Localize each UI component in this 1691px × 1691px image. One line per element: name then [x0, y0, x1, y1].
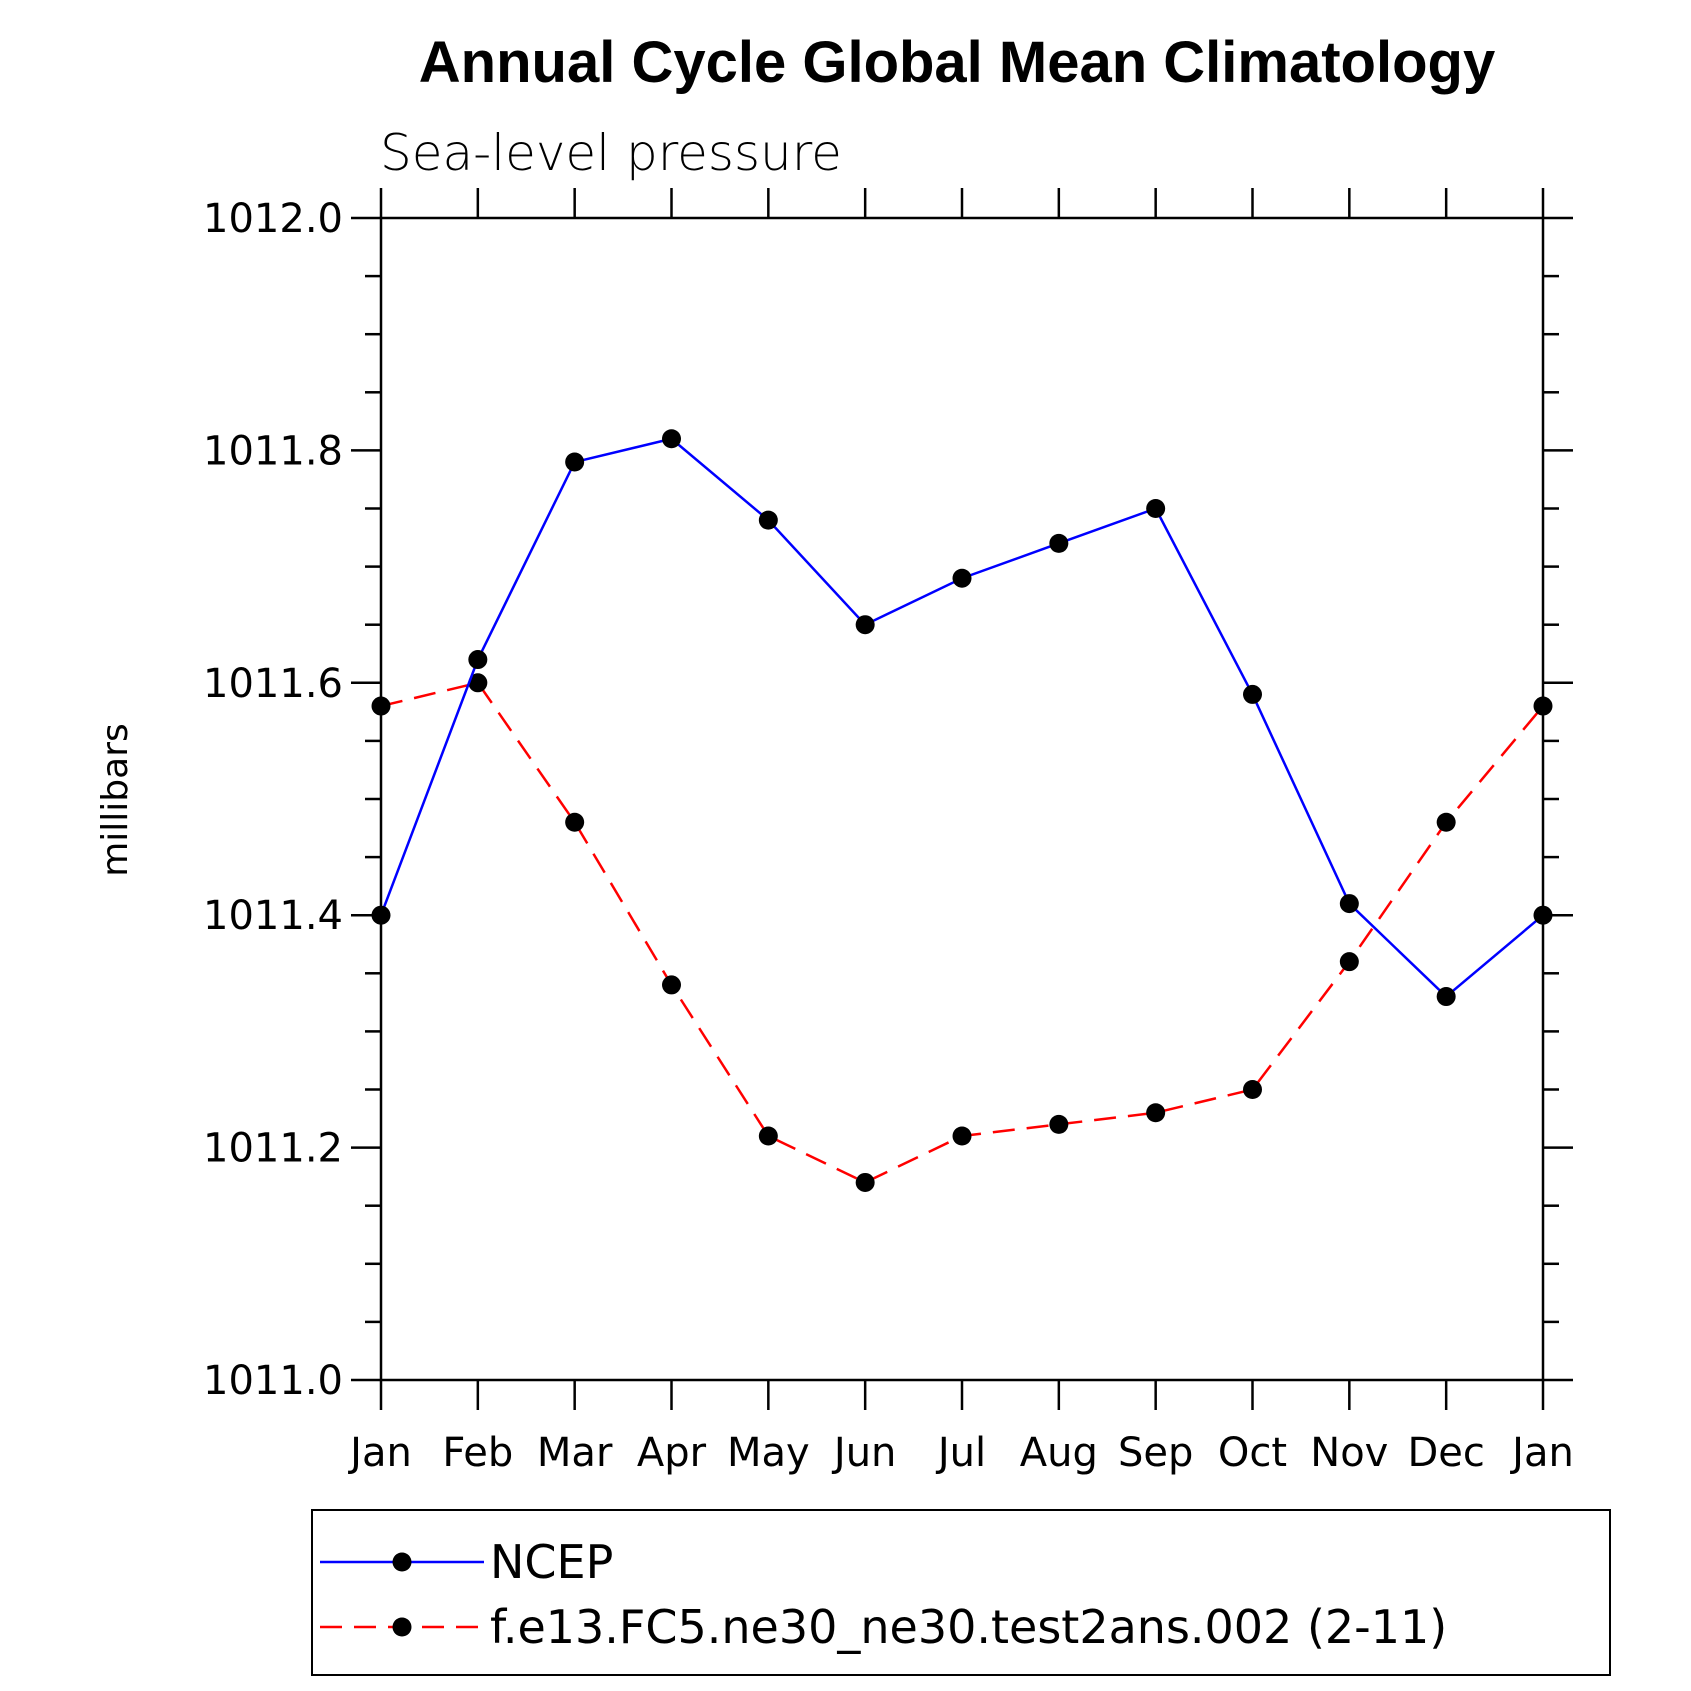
legend-label-1: f.e13.FC5.ne30_ne30.test2ans.002 (2-11)	[490, 1600, 1447, 1654]
y-tick-label: 1012.0	[203, 196, 343, 242]
x-tick-label: Jan	[347, 1430, 412, 1476]
series-1-point	[662, 975, 681, 995]
series-0-point	[758, 510, 778, 530]
y-tick-label: 1011.6	[203, 661, 343, 707]
series-0-point	[855, 615, 875, 635]
series-1-point	[952, 1126, 972, 1146]
x-tick-label: Nov	[1310, 1430, 1388, 1476]
plot-frame	[379, 216, 1545, 1382]
series-1	[371, 673, 1553, 1192]
legend-marker-1	[392, 1617, 412, 1637]
series-1-point	[1146, 1103, 1166, 1123]
x-tick-label: Jul	[935, 1430, 986, 1476]
legend: NCEP f.e13.FC5.ne30_ne30.test2ans.002 (2-…	[311, 1509, 1611, 1676]
chart-subtitle: Sea-level pressure	[380, 124, 842, 182]
x-tick-label: Feb	[442, 1430, 513, 1476]
series-1-point	[371, 696, 391, 716]
series-1-point	[855, 1172, 875, 1192]
series-1-point	[1436, 812, 1456, 832]
x-tick-label: Jan	[1509, 1430, 1574, 1476]
chart-title: Annual Cycle Global Mean Climatology	[419, 30, 1495, 95]
series-1-point	[1049, 1114, 1069, 1134]
y-tick-label: 1011.2	[203, 1126, 343, 1172]
x-tick-label: Aug	[1020, 1430, 1098, 1476]
series-0-point	[1339, 894, 1359, 914]
x-tick-label: May	[727, 1430, 810, 1476]
x-tick-label: Jun	[831, 1430, 897, 1476]
x-tick-label: Sep	[1118, 1430, 1193, 1476]
series-0-point	[1146, 499, 1166, 518]
series-1-point	[565, 812, 585, 832]
series-line-1	[380, 681, 1544, 1184]
series-1-point	[758, 1126, 778, 1146]
x-tick-label: Apr	[637, 1430, 707, 1476]
series-0-point	[1243, 684, 1262, 704]
series-0-point	[1049, 533, 1069, 553]
series-0-point	[565, 452, 585, 472]
legend-marker-0	[392, 1552, 412, 1572]
series-0-point	[1436, 987, 1456, 1007]
legend-box	[311, 1509, 1611, 1676]
y-tick-label: 1011.0	[203, 1358, 343, 1404]
series-layer	[371, 429, 1553, 1192]
series-1-point	[1533, 696, 1553, 716]
series-1-point	[1243, 1080, 1262, 1099]
x-tick-label: Dec	[1407, 1430, 1484, 1476]
y-tick-label: 1011.4	[203, 893, 343, 939]
axes: 1011.0 1011.2 1011.4 1011.6 1011.8 1012.0 Jan F…	[203, 188, 1574, 1476]
x-tick-label: Oct	[1218, 1430, 1287, 1476]
series-0-point	[371, 905, 391, 925]
series-0-point	[1533, 905, 1553, 925]
y-axis-label: millibars	[95, 723, 136, 877]
legend-label-0: NCEP	[490, 1535, 613, 1589]
series-0	[371, 429, 1553, 1007]
series-0-point	[662, 429, 681, 449]
series-0-point	[468, 650, 488, 670]
series-line-0	[379, 437, 1544, 999]
y-tick-label: 1011.8	[203, 428, 343, 474]
series-1-point	[1339, 952, 1359, 972]
series-0-point	[952, 568, 972, 588]
x-tick-label: Mar	[537, 1430, 613, 1476]
series-1-point	[468, 673, 488, 693]
